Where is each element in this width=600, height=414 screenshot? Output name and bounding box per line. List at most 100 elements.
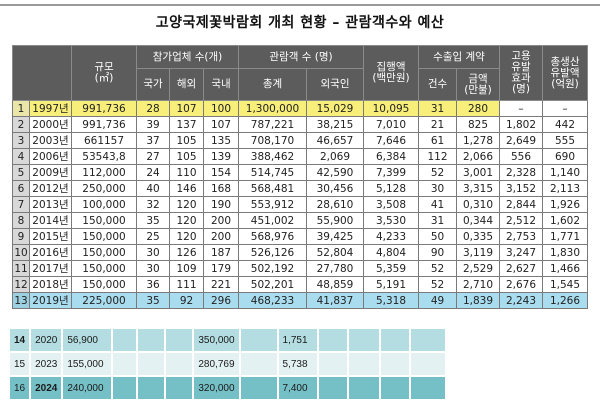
cell-idx: 14 bbox=[7, 327, 32, 353]
cell-total: 320,000 bbox=[192, 375, 241, 401]
cell-executed: 3,530 bbox=[363, 212, 419, 229]
cell-domestic: 200 bbox=[203, 212, 239, 229]
header-employment: 고용 유발 효과 (명) bbox=[499, 45, 543, 101]
cell-production: 2,113 bbox=[542, 180, 588, 197]
cell-idx: 7 bbox=[12, 196, 30, 213]
cell-idx: 9 bbox=[12, 228, 30, 245]
header-production: 총생산 유발액 (억원) bbox=[542, 45, 588, 101]
cell-total: 568,481 bbox=[238, 180, 307, 197]
cell-employment: – bbox=[499, 100, 543, 117]
cell-amount: 1,278 bbox=[456, 132, 500, 149]
cell-employment: 2,627 bbox=[499, 260, 543, 277]
cell-foreign: 28,610 bbox=[306, 196, 364, 213]
cell-total: 708,170 bbox=[238, 132, 307, 149]
cell-overseas: 126 bbox=[169, 244, 204, 261]
cell-countries: 37 bbox=[136, 132, 170, 149]
cell-employment: 2,512 bbox=[499, 212, 543, 229]
cell-idx: 3 bbox=[12, 132, 30, 149]
cell-amount: 2,066 bbox=[456, 148, 500, 165]
cell-c3 bbox=[164, 375, 195, 401]
cell-countries: 24 bbox=[136, 164, 170, 181]
cell-total: 526,126 bbox=[238, 244, 307, 261]
cell-countries: 35 bbox=[136, 292, 170, 309]
cell-production: 1,830 bbox=[542, 244, 588, 261]
cell-year: 2015년 bbox=[29, 228, 72, 245]
cell-employment: 556 bbox=[499, 148, 543, 165]
table-row: 8 2014년 150,000 35 120 200 451,002 55,900 3,530 3… bbox=[12, 212, 588, 229]
cell-c7 bbox=[378, 351, 411, 377]
cell-executed: 5,359 bbox=[363, 260, 419, 277]
cell-foreign: 41,837 bbox=[306, 292, 364, 309]
cell-c8 bbox=[408, 351, 447, 377]
cell-executed: 1,751 bbox=[276, 327, 319, 353]
cell-count: 31 bbox=[418, 100, 457, 117]
cell-executed: 6,384 bbox=[363, 148, 419, 165]
cell-amount: 3,001 bbox=[456, 164, 500, 181]
cell-domestic: 154 bbox=[203, 164, 239, 181]
cell-count: 90 bbox=[418, 244, 457, 261]
cell-total: 350,000 bbox=[192, 327, 241, 353]
cell-overseas: 105 bbox=[169, 132, 204, 149]
cell-year: 2000년 bbox=[29, 116, 72, 133]
cell-c2 bbox=[136, 327, 167, 353]
header-domestic: 국내 bbox=[203, 68, 239, 101]
table-row: 1 1997년 991,736 28 107 100 1,300,000 15,029 10,0… bbox=[12, 100, 588, 117]
cell-c6 bbox=[346, 351, 381, 377]
cell-foreign: 38,215 bbox=[306, 116, 364, 133]
cell-overseas: 111 bbox=[169, 276, 204, 293]
cell-total: 280,769 bbox=[192, 351, 241, 377]
cell-overseas: 109 bbox=[169, 260, 204, 277]
cell-count: 21 bbox=[418, 116, 457, 133]
cell-total: 502,192 bbox=[238, 260, 307, 277]
cell-c1 bbox=[111, 327, 139, 353]
cell-total: 502,201 bbox=[238, 276, 307, 293]
cell-executed: 4,804 bbox=[363, 244, 419, 261]
header-trade: 수출입 계약 bbox=[418, 45, 500, 69]
cell-c4 bbox=[238, 327, 279, 353]
cell-executed: 4,233 bbox=[363, 228, 419, 245]
cell-idx: 16 bbox=[7, 375, 32, 401]
cell-production: 555 bbox=[542, 132, 588, 149]
cell-year: 2019년 bbox=[29, 292, 72, 309]
cell-domestic: 107 bbox=[203, 116, 239, 133]
cell-total: 388,462 bbox=[238, 148, 307, 165]
cell-foreign: 52,804 bbox=[306, 244, 364, 261]
cell-c6 bbox=[346, 375, 381, 401]
table-row: 4 2006년 53543,8 27 105 139 388,462 2,069 6,384 11… bbox=[12, 148, 588, 165]
cell-count: 52 bbox=[418, 260, 457, 277]
cell-employment: 2,649 bbox=[499, 132, 543, 149]
cell-overseas: 92 bbox=[169, 292, 204, 309]
header-visitors: 관람객 수 (명) bbox=[238, 45, 364, 69]
cell-overseas: 105 bbox=[169, 148, 204, 165]
table-row: 15 2023 155,000 280,769 5,738 bbox=[7, 351, 447, 377]
cell-executed: 7,010 bbox=[363, 116, 419, 133]
cell-idx: 12 bbox=[12, 276, 30, 293]
cell-countries: 30 bbox=[136, 244, 170, 261]
cell-countries: 25 bbox=[136, 228, 170, 245]
header-executed: 집행액 (백만원) bbox=[363, 45, 419, 101]
cell-amount: 280 bbox=[456, 100, 500, 117]
header-blank bbox=[12, 45, 72, 101]
cell-scale: 112,000 bbox=[71, 164, 137, 181]
cell-scale: 225,000 bbox=[71, 292, 137, 309]
cell-total: 514,745 bbox=[238, 164, 307, 181]
header-overseas: 해외 bbox=[169, 68, 204, 101]
cell-countries: 39 bbox=[136, 116, 170, 133]
cell-scale: 150,000 bbox=[71, 260, 137, 277]
cell-scale: 661157 bbox=[71, 132, 137, 149]
cell-total: 468,233 bbox=[238, 292, 307, 309]
cell-executed: 5,128 bbox=[363, 180, 419, 197]
cell-domestic: 200 bbox=[203, 228, 239, 245]
cell-idx: 11 bbox=[12, 260, 30, 277]
cell-year: 2009년 bbox=[29, 164, 72, 181]
cell-domestic: 187 bbox=[203, 244, 239, 261]
cell-idx: 8 bbox=[12, 212, 30, 229]
table-row: 16 2024 240,000 320,000 7,400 bbox=[7, 375, 447, 401]
table-row: 11 2017년 150,000 30 109 179 502,192 27,780 5,359… bbox=[12, 260, 588, 277]
cell-c8 bbox=[408, 327, 447, 353]
cell-count: 52 bbox=[418, 164, 457, 181]
cell-scale: 991,736 bbox=[71, 100, 137, 117]
table-row: 6 2012년 250,000 40 146 168 568,481 30,456 5,128 3… bbox=[12, 180, 588, 197]
table-row: 7 2013년 100,000 32 120 190 553,912 28,610 3,508 4… bbox=[12, 196, 588, 213]
cell-scale: 240,000 bbox=[61, 375, 114, 401]
